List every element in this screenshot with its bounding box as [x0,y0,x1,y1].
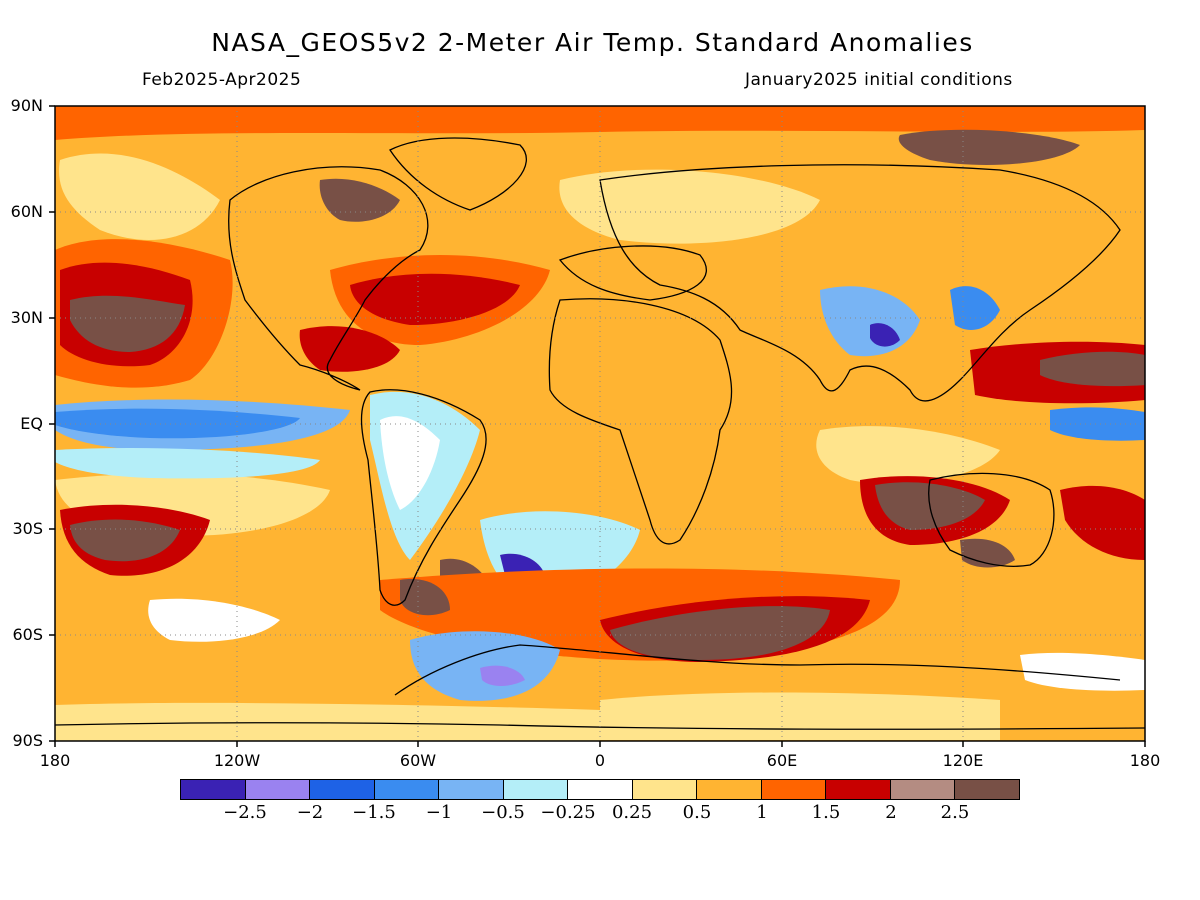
lon-label: 180 [39,751,71,770]
colorbar-swatch [761,780,827,799]
axis-ticks [49,105,1146,747]
colorbar-swatch [568,780,633,799]
colorbar-swatch [955,780,1019,799]
lon-label: 120W [213,751,261,770]
gridlines [55,106,1145,741]
colorbar-swatch [181,780,246,799]
colorbar-label: −1 [425,802,453,823]
lon-label: 0 [594,751,606,770]
colorbar-swatch [826,780,891,799]
coastlines [55,137,1145,730]
colorbar-label: −0.5 [481,802,525,823]
colorbar-label: −1.5 [352,802,396,823]
colorbar-swatch [245,780,311,799]
colorbar-label: 2 [885,802,897,823]
colorbar-swatch [310,780,375,799]
lat-label: 30N [10,308,43,327]
colorbar-swatch [697,780,762,799]
colorbar-swatch [439,780,504,799]
colorbar-swatch [890,780,956,799]
colorbar-label: −2.5 [223,802,267,823]
lat-label: 60S [12,625,43,644]
map-title: NASA_GEOS5v2 2-Meter Air Temp. Standard … [211,28,974,57]
colorbar-swatch [374,780,440,799]
lat-label: 90S [12,731,43,750]
colorbar-label: 1.5 [811,802,841,823]
colorbar-swatch [632,780,698,799]
colorbar-label: 2.5 [940,802,970,823]
colorbar-label: −2 [296,802,324,823]
lat-label: EQ [20,414,43,433]
initial-conditions: January2025 initial conditions [745,70,1013,90]
colorbar-label: 1 [756,802,768,823]
colorbar-label: 0.25 [611,802,653,823]
lon-label: 60W [399,751,437,770]
lon-label: 180 [1129,751,1161,770]
lat-label: 60N [10,202,43,221]
colorbar-swatch [503,780,569,799]
colorbar-label: −0.25 [540,802,596,823]
lon-label: 120E [942,751,984,770]
lat-label: 30S [12,519,43,538]
lat-label: 90N [10,96,43,115]
colorbar [180,779,1020,800]
lon-label: 60E [766,751,798,770]
colorbar-label: 0.5 [682,802,712,823]
forecast-period: Feb2025-Apr2025 [142,70,302,90]
